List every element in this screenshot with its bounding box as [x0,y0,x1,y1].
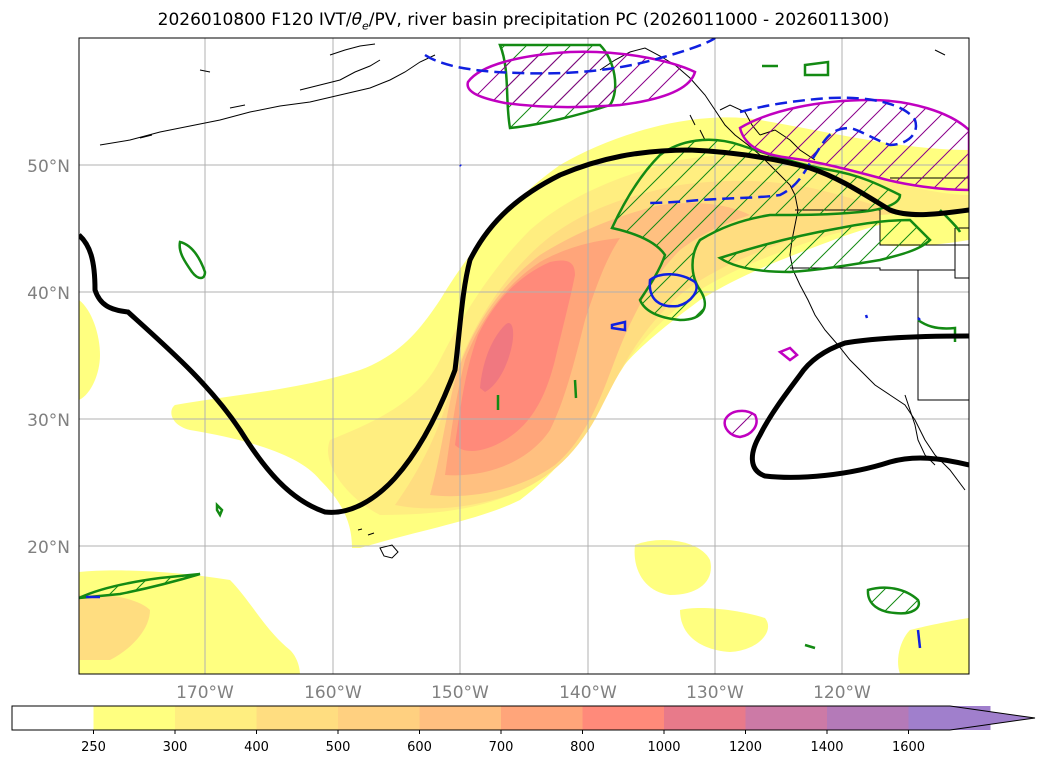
lon-label-140w: 140°W [559,683,617,703]
lon-label-160w: 160°W [304,683,362,703]
colorbar-segment [338,706,420,730]
ivt-shading [79,117,969,674]
map-title: 2026010800 F120 IVT/θe/PV, river basin p… [157,10,890,33]
ivt-patch-south [634,540,711,595]
colorbar-segment [501,706,583,730]
colorbar-label: 400 [244,740,269,755]
lon-label-150w: 150°W [431,683,489,703]
lon-label-120w: 120°W [813,683,871,703]
pv-contours [79,147,969,515]
colorbar-extend-arrow [949,705,1036,731]
colorbar-label: 250 [81,740,106,755]
colorbar-label: 700 [489,740,514,755]
colorbar-segment [256,706,339,730]
colorbar-frame [11,705,950,731]
colorbar-segment [93,706,176,730]
lat-label-30n: 30°N [27,411,70,431]
colorbar-segment [664,706,746,730]
colorbar-label: 1000 [647,740,680,755]
colorbar-segment [827,706,909,730]
lat-label-20n: 20°N [27,538,70,558]
colorbar-label: 500 [326,740,351,755]
colorbar-segment [12,706,94,730]
colorbar-label: 300 [163,740,188,755]
latitude-labels: 50°N 40°N 30°N 20°N [27,157,70,558]
colorbar-segment [419,706,502,730]
lon-label-170w: 170°W [176,683,234,703]
lat-label-40n: 40°N [27,284,70,304]
colorbar-segment [175,706,257,730]
colorbar-segment [582,706,665,730]
colorbar: 250 300 400 500 600 700 800 1000 1200 1400 1600 [11,705,1036,755]
map-frame [78,37,970,675]
colorbar-label: 1200 [729,740,762,755]
longitude-labels: 170°W 160°W 150°W 140°W 130°W 120°W [176,683,871,703]
lon-label-130w: 130°W [686,683,744,703]
ivt-patch-southwest [79,570,300,674]
ivt-patch-south-2 [680,607,769,652]
colorbar-label: 1400 [810,740,843,755]
blue-contours [86,38,922,649]
colorbar-segment [745,706,828,730]
ivt-patch-southeast [898,618,969,674]
map-plot-area [79,38,969,674]
lat-label-50n: 50°N [27,157,70,177]
magenta-contours [466,50,969,439]
ivt-band-800 [455,260,575,452]
ivt-patch-southwest-inner [79,594,150,660]
colorbar-label: 600 [407,740,432,755]
colorbar-label: 800 [570,740,595,755]
ivt-patch-west [79,300,100,400]
colorbar-label: 1600 [892,740,925,755]
ivt-band-1000 [480,322,514,392]
